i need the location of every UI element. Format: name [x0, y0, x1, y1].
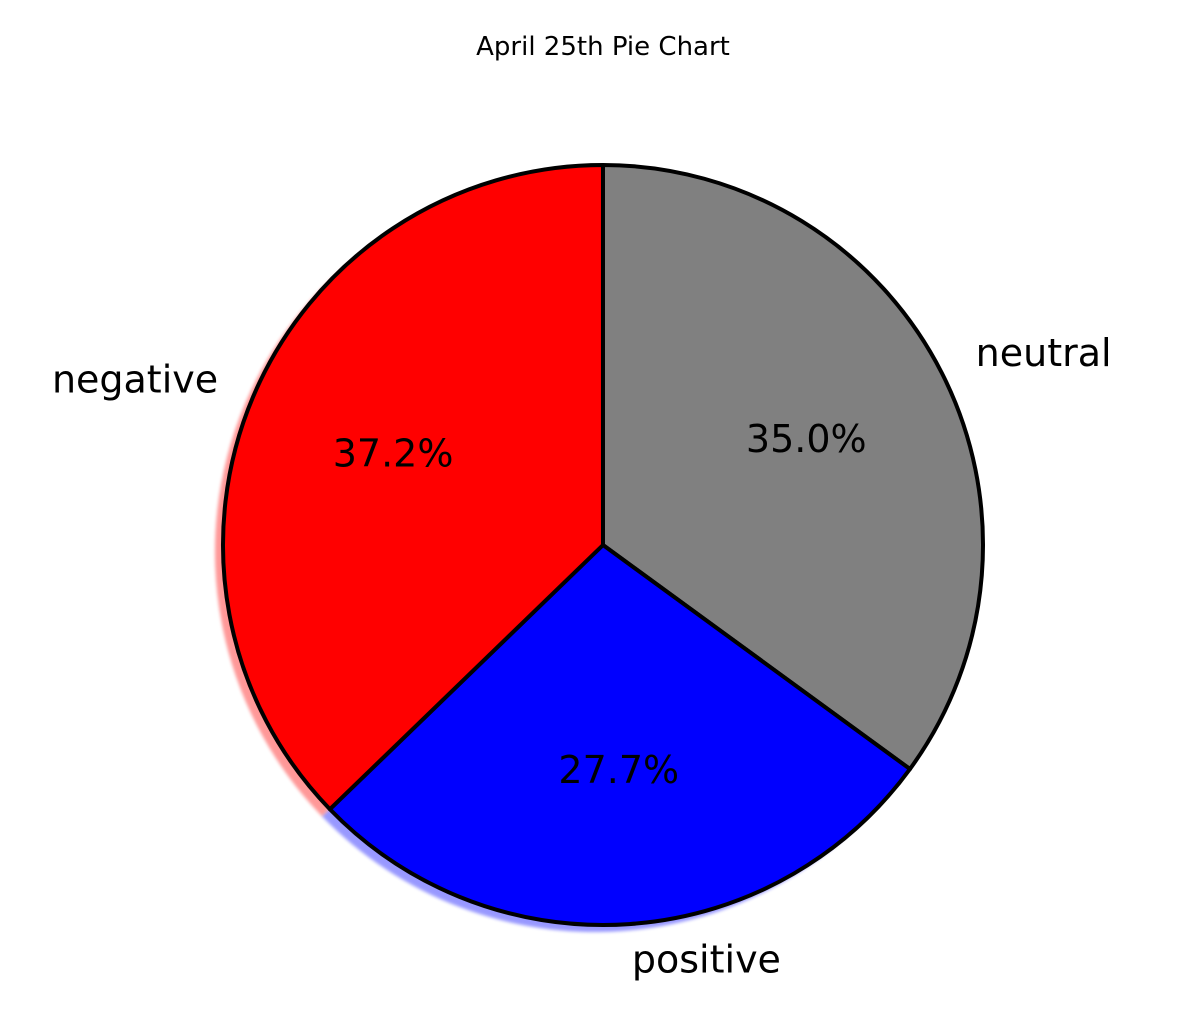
pie-slices [221, 163, 985, 927]
pie-labels: neutral 35.0% positive 27.7% negative 37.2% [52, 331, 1112, 981]
chart-title: April 25th Pie Chart [476, 32, 730, 62]
pct-label-negative: 37.2% [333, 432, 454, 476]
pie-slice-positive [327, 543, 912, 927]
slice-label-negative: negative [52, 357, 218, 401]
slice-label-neutral: neutral [976, 331, 1112, 375]
pie-slice-negative [221, 163, 605, 812]
slice-label-positive: positive [632, 938, 781, 982]
pct-label-positive: 27.7% [558, 748, 679, 792]
pct-label-neutral: 35.0% [746, 417, 867, 461]
pie-slice-neutral [601, 163, 985, 772]
